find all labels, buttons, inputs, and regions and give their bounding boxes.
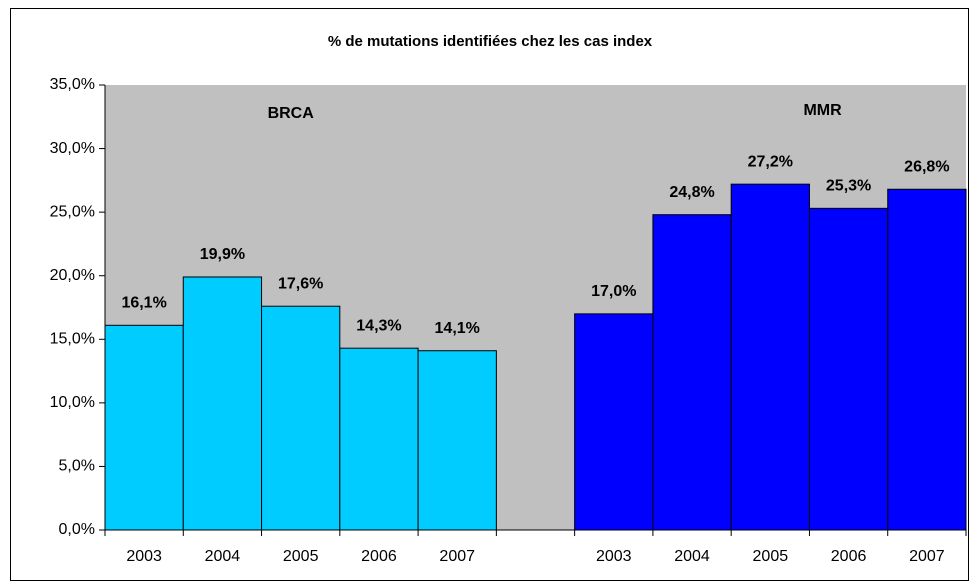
value-label: 14,3% bbox=[356, 317, 401, 334]
x-tick-label: 2005 bbox=[753, 548, 789, 565]
value-label: 17,0% bbox=[591, 283, 636, 300]
x-tick-label: 2007 bbox=[909, 548, 945, 565]
y-tick-label: 30,0% bbox=[50, 140, 95, 157]
bar bbox=[887, 188, 967, 531]
bar bbox=[652, 214, 732, 531]
value-label: 19,9% bbox=[200, 246, 245, 263]
group-label: BRCA bbox=[268, 105, 315, 122]
x-tick-label: 2003 bbox=[126, 548, 162, 565]
value-label: 14,1% bbox=[435, 320, 480, 337]
bar bbox=[339, 347, 419, 531]
bar bbox=[574, 313, 654, 531]
value-label: 17,6% bbox=[278, 275, 323, 292]
y-tick-label: 0,0% bbox=[59, 521, 95, 538]
value-label: 16,1% bbox=[121, 295, 166, 312]
value-label: 26,8% bbox=[904, 158, 949, 175]
x-tick-label: 2006 bbox=[831, 548, 867, 565]
y-tick-label: 20,0% bbox=[50, 267, 95, 284]
value-label: 24,8% bbox=[669, 184, 714, 201]
chart-title: % de mutations identifiées chez les cas … bbox=[328, 33, 653, 50]
x-tick-label: 2005 bbox=[283, 548, 319, 565]
y-tick-label: 15,0% bbox=[50, 331, 95, 348]
value-label: 25,3% bbox=[826, 178, 871, 195]
bar bbox=[182, 276, 263, 531]
x-tick-label: 2003 bbox=[596, 548, 632, 565]
y-tick-label: 5,0% bbox=[59, 458, 95, 475]
x-tick-label: 2007 bbox=[439, 548, 475, 565]
bar bbox=[808, 207, 889, 531]
bar bbox=[261, 305, 341, 531]
y-tick-label: 35,0% bbox=[50, 76, 95, 93]
bar bbox=[730, 183, 810, 531]
x-tick-label: 2004 bbox=[205, 548, 241, 565]
group-label: MMR bbox=[803, 102, 842, 119]
bar bbox=[104, 324, 184, 531]
y-tick-label: 10,0% bbox=[50, 394, 95, 411]
bar bbox=[417, 350, 497, 531]
x-tick-label: 2004 bbox=[674, 548, 710, 565]
y-tick-label: 25,0% bbox=[50, 203, 95, 220]
value-label: 27,2% bbox=[748, 153, 793, 170]
x-tick-label: 2006 bbox=[361, 548, 397, 565]
